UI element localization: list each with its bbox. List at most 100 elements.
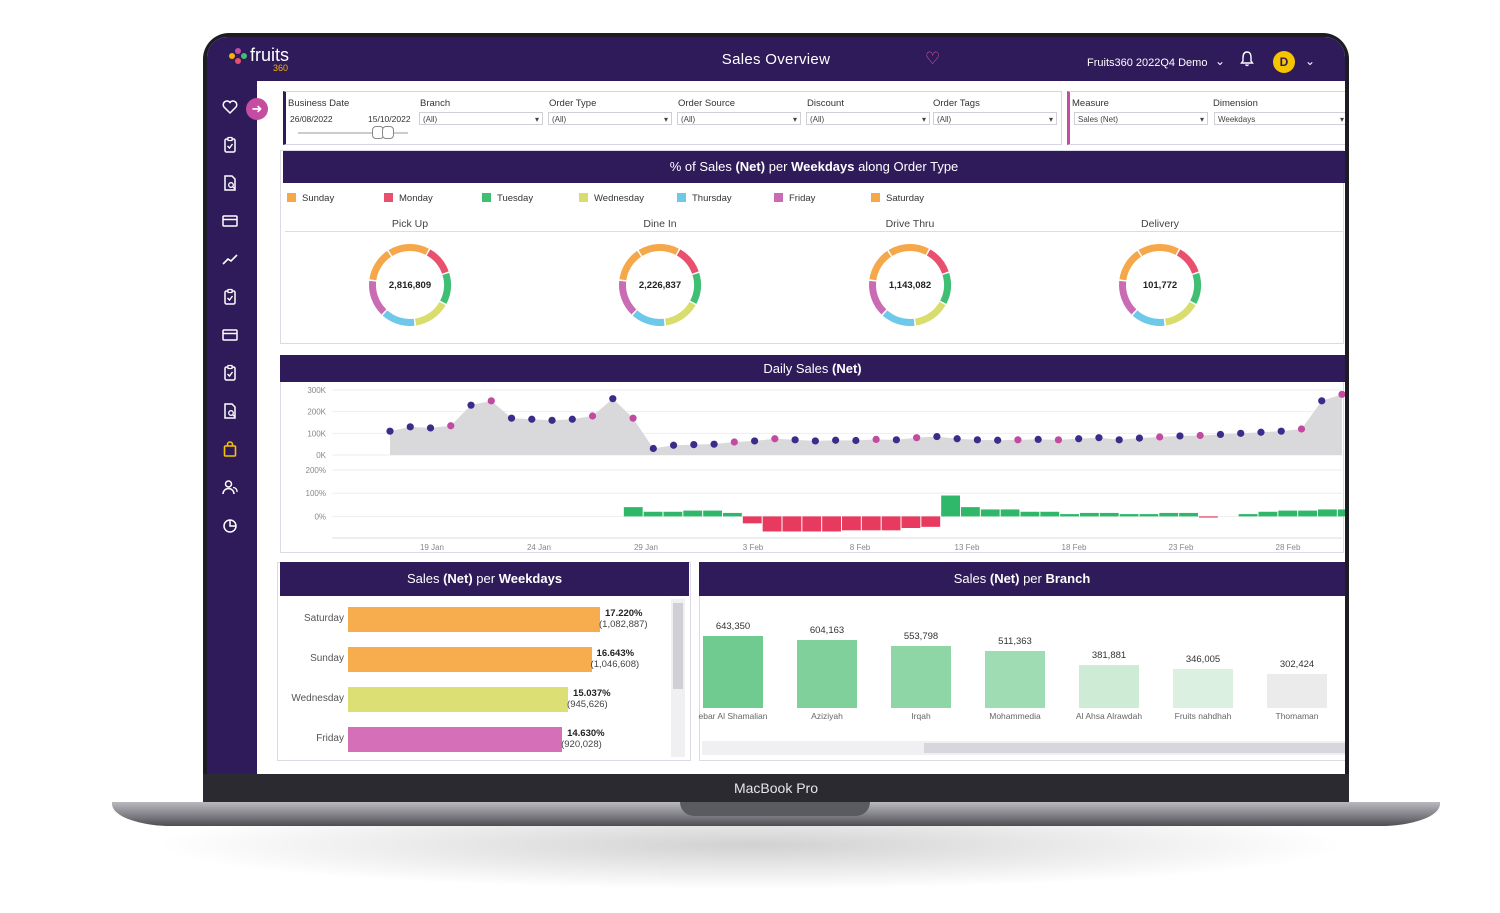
scrollbar-thumb[interactable] (673, 603, 683, 689)
measure-select[interactable]: Sales (Net) (1074, 112, 1208, 126)
change-bar (921, 516, 941, 527)
donut-segment (619, 280, 637, 315)
donut-segment (940, 272, 951, 304)
title-part: Weekdays (498, 571, 563, 586)
sales-point (467, 401, 475, 409)
branch-bar[interactable] (703, 636, 763, 708)
dimension-label: Dimension (1213, 98, 1258, 109)
scrollbar-thumb[interactable] (924, 743, 1345, 753)
sales-point (933, 432, 941, 441)
clipboard-check-icon[interactable] (221, 288, 239, 306)
order-tags-label: Order Tags (933, 98, 980, 109)
chevron-down-icon[interactable]: ⌄ (1305, 54, 1316, 68)
date-range-slider[interactable] (298, 132, 408, 134)
donut-chart[interactable] (1112, 237, 1208, 333)
account-name[interactable]: Fruits360 2022Q4 Demo (1087, 57, 1208, 69)
branch-bar[interactable] (891, 646, 951, 708)
change-bar (1278, 510, 1298, 517)
sales-point (1237, 429, 1245, 437)
branch-bar[interactable] (1267, 674, 1327, 708)
clipboard-check-icon[interactable] (221, 136, 239, 154)
chevron-down-icon[interactable]: ⌄ (1215, 54, 1226, 68)
donut-chart[interactable] (862, 237, 958, 333)
order-type-select[interactable]: (All) (548, 112, 672, 126)
clipboard-check-icon[interactable] (221, 364, 239, 382)
donut-chart[interactable] (362, 237, 458, 333)
app-logo[interactable]: fruits 360 (229, 45, 290, 73)
expand-arrow-icon[interactable]: ➜ (246, 98, 268, 120)
legend-item[interactable]: Saturday (871, 193, 924, 204)
legend-label: Monday (399, 193, 433, 204)
legend-item[interactable]: Friday (774, 193, 815, 204)
sales-point (609, 395, 617, 403)
logo-text: fruits (250, 45, 290, 65)
sales-point (487, 397, 495, 405)
bell-icon[interactable] (1240, 51, 1254, 67)
legend-item[interactable]: Monday (384, 193, 433, 204)
legend-label: Saturday (886, 193, 925, 204)
sales-point (1054, 436, 1063, 444)
legend-item[interactable]: Wednesday (579, 193, 644, 204)
donut-total: 2,226,837 (638, 280, 682, 291)
donut-segment (632, 310, 665, 326)
slider-handle[interactable] (382, 126, 394, 139)
branch-bar[interactable] (1079, 665, 1139, 708)
sales-point (750, 437, 759, 445)
top-bar: fruits 360 Sales Overview ♡ Fruits360 20… (207, 37, 1345, 81)
document-search-icon[interactable] (221, 402, 239, 420)
change-bar (723, 512, 742, 517)
branch-bar[interactable] (1173, 669, 1233, 708)
heart-icon[interactable] (221, 98, 239, 116)
sales-point (892, 436, 900, 444)
title-part: (Net) (832, 361, 862, 376)
order-source-select[interactable]: (All) (677, 112, 801, 126)
favorite-heart-icon[interactable]: ♡ (925, 49, 941, 68)
daily-sales-chart: 300K 200K 100K 0K 200% 100% 0% 19 Jan 24 Jan 29 J… (306, 386, 1345, 552)
pie-chart-icon[interactable] (221, 516, 239, 534)
business-date-from[interactable]: 26/08/2022 (290, 114, 333, 124)
business-date-label: Business Date (288, 98, 350, 109)
legend-item[interactable]: Sunday (287, 193, 334, 204)
measure-group: Measure Sales (Net) Dimension Weekdays (1067, 91, 1345, 145)
trend-line-icon[interactable] (221, 250, 239, 268)
scrollbar-track[interactable] (671, 599, 685, 757)
change-bar (643, 511, 663, 517)
business-date-to[interactable]: 15/10/2022 (368, 114, 411, 124)
title-part: Sales (953, 571, 990, 586)
legend-item[interactable]: Tuesday (482, 193, 533, 204)
order-tags-select[interactable]: (All) (933, 112, 1057, 126)
discount-select[interactable]: (All) (806, 112, 930, 126)
sales-point (994, 436, 1002, 444)
weekday-bar[interactable] (348, 687, 569, 712)
weekday-bar[interactable] (348, 607, 600, 632)
users-icon[interactable] (221, 478, 239, 496)
branch-select[interactable]: (All) (419, 112, 543, 126)
legend-item[interactable]: Thursday (677, 193, 732, 204)
branch-name: Irqah (911, 711, 931, 721)
donut-chart[interactable] (612, 237, 708, 333)
donut-segment (382, 310, 415, 326)
weekday-bar[interactable] (348, 727, 563, 752)
dimension-select[interactable]: Weekdays (1214, 112, 1345, 126)
card-icon[interactable] (221, 326, 239, 344)
legend-swatch (871, 193, 880, 202)
title-part: per (472, 571, 499, 586)
avatar[interactable]: D (1273, 51, 1295, 73)
card-icon[interactable] (221, 212, 239, 230)
legend-swatch (287, 193, 296, 202)
order-type-label: Dine In (643, 218, 677, 230)
change-bar (961, 507, 980, 517)
branch-bar[interactable] (985, 650, 1045, 708)
document-search-icon[interactable] (221, 174, 239, 192)
branch-bar[interactable] (797, 640, 857, 708)
shopping-bag-icon[interactable] (221, 440, 239, 458)
branch-value: 604,163 (809, 625, 845, 637)
weekday-bar[interactable] (348, 647, 592, 672)
y-tick-label: 200% (306, 466, 326, 475)
branch-value: 381,881 (1091, 650, 1127, 662)
horizontal-scrollbar[interactable] (702, 741, 1345, 755)
weekday-amount: (920,028) (561, 739, 602, 750)
sidebar (207, 81, 257, 774)
change-bar (683, 510, 703, 517)
weekday-percent: 17.220% (605, 608, 643, 619)
